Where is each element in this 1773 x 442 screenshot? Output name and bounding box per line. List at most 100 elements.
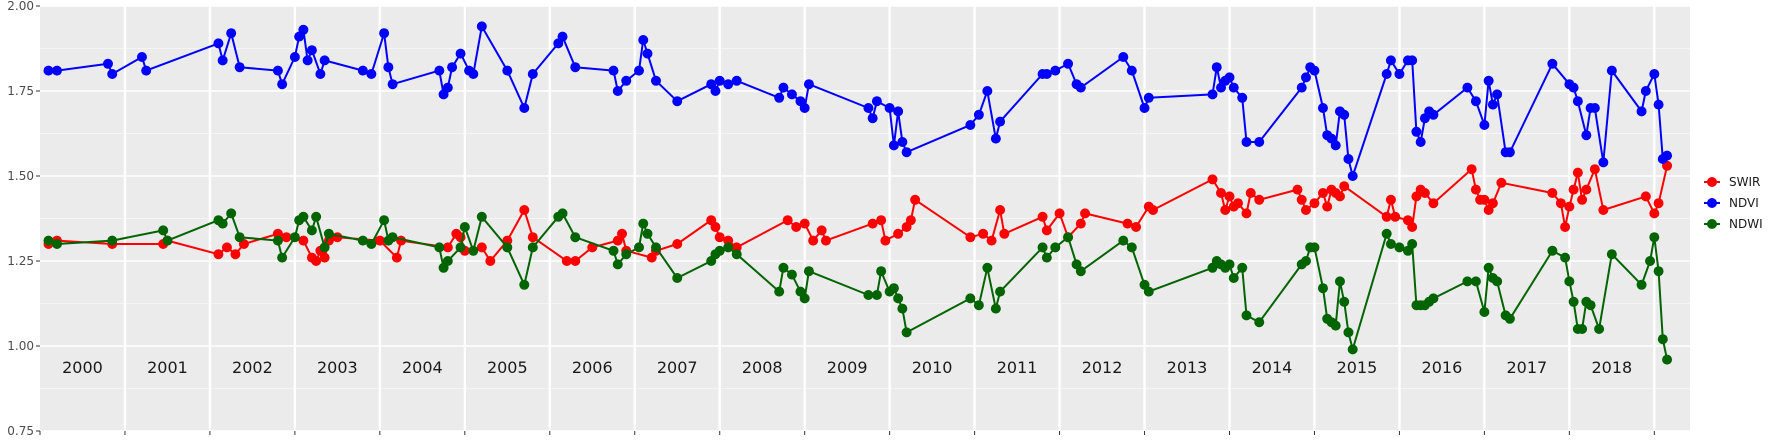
- data-point-ndwi: [1394, 242, 1405, 253]
- data-point-swir: [1598, 205, 1609, 215]
- data-point-swir: [799, 218, 810, 229]
- data-point-ndvi: [1589, 103, 1600, 113]
- data-point-ndvi: [1428, 109, 1439, 120]
- data-point-ndwi: [1126, 242, 1137, 253]
- data-point-ndvi: [468, 69, 479, 79]
- y-tick-label: 1.50: [7, 169, 34, 183]
- data-point-swir: [1577, 194, 1588, 205]
- data-point-ndvi: [442, 82, 453, 93]
- year-label: 2010: [912, 358, 953, 377]
- data-point-ndvi: [965, 120, 976, 130]
- data-point-swir: [1334, 191, 1345, 202]
- legend-label-ndvi: NDVI: [1729, 196, 1759, 210]
- data-point-ndwi: [1347, 344, 1358, 355]
- data-point-ndvi: [1547, 58, 1558, 69]
- data-point-ndvi: [1317, 103, 1328, 113]
- data-point-ndwi: [723, 242, 734, 253]
- data-point-swir: [1653, 198, 1664, 209]
- year-label: 2015: [1337, 358, 1378, 377]
- data-point-swir: [816, 225, 827, 236]
- data-point-ndvi: [1572, 96, 1583, 107]
- data-point-ndwi: [799, 293, 810, 304]
- data-point-ndwi: [1385, 239, 1396, 249]
- data-point-ndwi: [459, 222, 470, 232]
- data-point-swir: [1390, 211, 1401, 222]
- data-point-swir: [714, 232, 725, 243]
- data-point-ndvi: [1381, 69, 1392, 79]
- data-point-ndvi: [387, 79, 398, 90]
- data-point-ndwi: [1317, 283, 1328, 294]
- data-point-ndvi: [1492, 89, 1503, 100]
- data-point-ndwi: [1568, 296, 1579, 307]
- data-point-ndvi: [298, 24, 309, 35]
- data-point-ndwi: [1657, 334, 1668, 345]
- year-label: 2004: [402, 358, 443, 377]
- year-label: 2012: [1082, 358, 1123, 377]
- data-point-ndvi: [1241, 137, 1252, 147]
- year-label: 2009: [827, 358, 868, 377]
- y-tick-label: 1.25: [7, 254, 34, 268]
- data-point-ndwi: [162, 235, 173, 246]
- data-point-ndwi: [217, 218, 228, 229]
- data-point-ndvi: [1462, 82, 1473, 93]
- data-point-ndwi: [289, 232, 300, 243]
- data-point-ndvi: [557, 31, 568, 42]
- data-point-ndvi: [277, 79, 288, 90]
- data-point-swir: [1564, 201, 1575, 212]
- data-point-swir: [965, 232, 976, 243]
- data-point-ndvi: [1606, 65, 1617, 76]
- data-point-ndvi: [778, 82, 789, 93]
- data-point-swir: [1560, 222, 1571, 232]
- data-point-swir: [1224, 191, 1235, 202]
- data-point-ndvi: [1050, 65, 1061, 76]
- data-point-ndvi: [226, 28, 237, 39]
- data-point-swir: [999, 228, 1010, 239]
- data-point-swir: [1407, 222, 1418, 232]
- data-point-swir: [880, 235, 891, 246]
- data-point-ndvi: [570, 62, 581, 73]
- data-point-ndvi: [1126, 65, 1137, 76]
- data-point-ndwi: [306, 225, 317, 236]
- data-point-swir: [281, 232, 292, 243]
- series-ndwi: [43, 208, 1673, 365]
- data-point-swir: [1479, 194, 1490, 205]
- data-point-ndvi: [888, 140, 899, 151]
- data-point-ndwi: [1636, 279, 1647, 290]
- year-label: 2011: [997, 358, 1038, 377]
- data-point-ndvi: [272, 65, 283, 76]
- data-point-swir: [978, 228, 989, 239]
- data-point-ndwi: [476, 211, 487, 222]
- data-point-swir: [442, 242, 453, 253]
- data-point-ndvi: [1330, 140, 1341, 151]
- data-point-swir: [791, 222, 802, 232]
- y-tick-label: 1.00: [7, 339, 34, 353]
- data-point-swir: [905, 215, 916, 226]
- data-point-ndwi: [234, 232, 245, 243]
- data-point-swir: [311, 256, 322, 266]
- data-point-swir: [1232, 198, 1243, 209]
- data-point-swir: [1054, 208, 1065, 219]
- data-point-ndvi: [234, 62, 245, 73]
- data-point-ndwi: [434, 242, 445, 253]
- data-point-ndwi: [1645, 256, 1656, 266]
- data-point-ndwi: [1343, 327, 1354, 338]
- data-point-ndvi: [107, 69, 118, 79]
- data-point-ndwi: [1594, 324, 1605, 334]
- data-point-ndvi: [871, 96, 882, 107]
- data-point-swir: [1207, 174, 1218, 185]
- data-point-ndwi: [633, 242, 644, 253]
- data-point-ndwi: [107, 235, 118, 246]
- data-point-swir: [485, 256, 496, 266]
- data-point-ndvi: [1479, 120, 1490, 130]
- data-point-ndvi: [799, 103, 810, 113]
- data-point-ndvi: [1394, 69, 1405, 79]
- data-point-ndvi: [897, 137, 908, 147]
- data-point-ndvi: [1309, 65, 1320, 76]
- data-point-ndvi: [786, 89, 797, 100]
- data-point-ndvi: [141, 65, 152, 76]
- data-point-ndvi: [990, 133, 1001, 144]
- data-point-ndvi: [774, 92, 785, 103]
- data-point-ndvi: [217, 55, 228, 66]
- data-point-ndwi: [1041, 252, 1052, 263]
- data-point-ndvi: [714, 75, 725, 86]
